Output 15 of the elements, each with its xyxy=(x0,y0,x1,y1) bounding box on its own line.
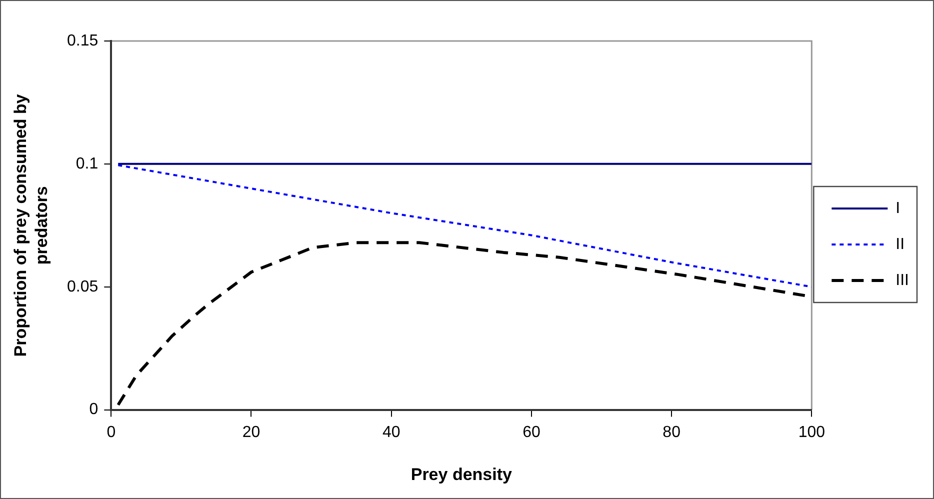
y-axis-title: Proportion of prey consumed by predators xyxy=(11,94,52,357)
x-tick-label: 100 xyxy=(798,424,826,441)
legend-label: II xyxy=(896,236,905,253)
x-tick-label: 60 xyxy=(522,424,540,441)
x-tick-label: 80 xyxy=(662,424,681,441)
legend-label: I xyxy=(896,200,900,217)
y-tick-label: 0.1 xyxy=(76,155,98,172)
x-axis-title: Prey density xyxy=(410,464,512,484)
x-tick-label: 0 xyxy=(106,424,116,441)
legend-label: III xyxy=(896,272,910,289)
y-tick-label: 0 xyxy=(89,401,98,418)
x-tick-label: 20 xyxy=(242,424,260,441)
x-tick-label: 40 xyxy=(382,424,400,441)
y-tick-label: 0.15 xyxy=(67,32,98,50)
y-tick-label: 0.05 xyxy=(67,278,98,296)
